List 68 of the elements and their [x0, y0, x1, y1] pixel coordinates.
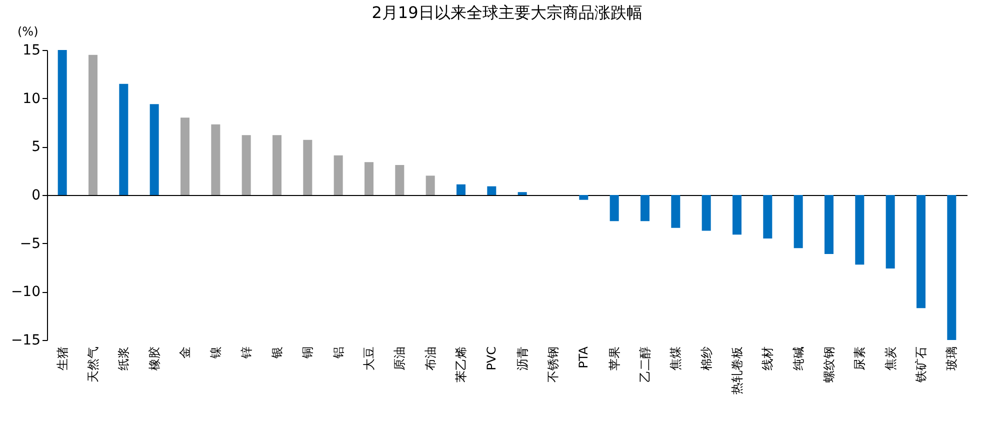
x-tick-label: 螺纹钢 — [822, 346, 836, 382]
bar — [671, 195, 680, 228]
bar — [886, 195, 895, 268]
x-tick-label: 铜 — [300, 346, 315, 360]
x-tick-label: 尿素 — [852, 346, 867, 370]
y-tick-label: 0 — [32, 188, 40, 204]
bar — [855, 195, 864, 265]
bar — [794, 195, 803, 248]
bar — [579, 195, 588, 200]
bar — [947, 195, 956, 340]
x-tick-label: 铝 — [331, 346, 346, 360]
x-tick-label: 焦炭 — [883, 346, 898, 370]
x-tick-label: PVC — [484, 346, 499, 370]
x-tick-label: 沥青 — [515, 346, 530, 370]
x-tick-label: 镍 — [208, 346, 223, 360]
x-tick-label: 铁矿石 — [914, 346, 928, 384]
bar — [916, 195, 926, 308]
x-tick-label: 玻璃 — [944, 346, 959, 370]
y-axis-title: (%) — [18, 24, 38, 38]
y-tick-label: 5 — [32, 139, 40, 156]
bar — [242, 135, 251, 195]
y-tick-label: 10 — [22, 90, 40, 107]
x-tick-label: 线材 — [760, 346, 775, 370]
x-tick-label: 热轧卷板 — [730, 346, 744, 394]
x-tick-label: 纯碱 — [791, 346, 806, 370]
bar — [702, 195, 711, 231]
bar — [518, 192, 527, 195]
bar — [610, 195, 619, 222]
bar — [487, 186, 496, 195]
x-tick-label: 乙二醇 — [638, 346, 652, 382]
y-tick-label: −15 — [10, 332, 40, 348]
bar — [334, 155, 343, 195]
y-tick-label: 15 — [22, 42, 40, 58]
chart-title: 2月19日以来全球主要大宗商品涨跌幅 — [372, 3, 642, 22]
x-tick-label: 银 — [270, 346, 284, 360]
bar — [150, 104, 159, 195]
bar — [364, 162, 374, 195]
x-tick-label: 苯乙烯 — [454, 346, 468, 382]
x-tick-label: 金 — [178, 346, 192, 358]
x-tick-label: 天然气 — [86, 346, 100, 382]
x-tick-label: 布油 — [423, 346, 438, 370]
bar — [119, 84, 128, 195]
y-tick-label: −5 — [20, 236, 40, 252]
x-tick-label: 不锈钢 — [546, 346, 560, 382]
x-tick-label: 橡胶 — [147, 346, 162, 370]
bar — [640, 195, 650, 222]
x-tick-label: 大豆 — [362, 346, 376, 370]
bar — [180, 118, 190, 195]
bar — [58, 50, 67, 195]
x-tick-label: 原油 — [392, 346, 407, 370]
x-tick-label: 纸浆 — [116, 346, 131, 370]
bar — [272, 135, 282, 195]
bar — [763, 195, 772, 238]
bar — [426, 176, 435, 195]
bar — [456, 184, 466, 195]
x-tick-label: 苹果 — [607, 346, 622, 370]
bar — [824, 195, 834, 254]
x-tick-label: 棉纱 — [699, 346, 714, 370]
x-tick-label: 锌 — [239, 346, 254, 360]
y-tick-label: −10 — [10, 284, 40, 300]
bar — [395, 165, 404, 195]
bar — [303, 140, 312, 195]
x-tick-label: 生猪 — [55, 346, 70, 370]
x-tick-label: 焦煤 — [668, 346, 683, 370]
bar — [732, 195, 742, 235]
x-tick-label: PTA — [576, 346, 591, 368]
bar — [88, 54, 98, 195]
bar — [211, 124, 220, 195]
